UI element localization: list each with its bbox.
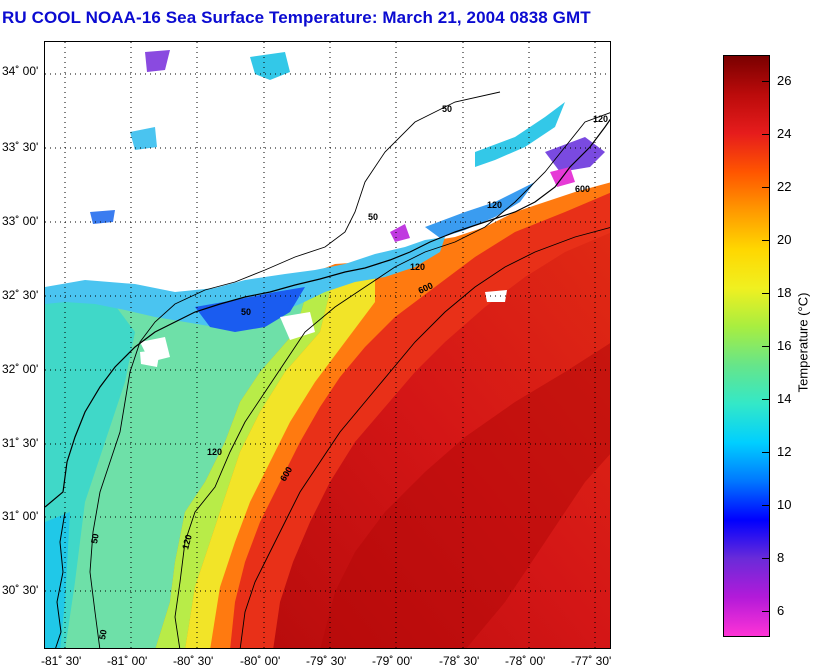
colorbar-tick-mark <box>762 293 770 295</box>
lon-label: -79˚ 30' <box>306 654 347 668</box>
colorbar-tick-label: 24 <box>777 126 792 142</box>
lat-label: 33˚ 30' <box>2 140 39 154</box>
cloud-contamination <box>45 50 605 367</box>
colorbar-tick-mark <box>762 346 770 347</box>
lon-label: -78˚ 30' <box>439 654 480 668</box>
coastline-south <box>55 511 66 648</box>
colorbar-tick-label: 22 <box>777 179 792 195</box>
colorbar-tick-mark <box>762 398 770 400</box>
colorbar-tick-mark <box>762 451 770 453</box>
contour-labels: 50 50 50 50 50 120 120 120 120 120 600 6… <box>89 104 608 640</box>
lon-label: -81˚ 30' <box>41 654 82 668</box>
contour-label: 50 <box>442 104 452 114</box>
colorbar-tick-label: 14 <box>777 390 792 406</box>
lon-label: -80˚ 30' <box>173 654 214 668</box>
lat-label: 30˚ 30' <box>2 583 39 597</box>
contour-label: 120 <box>410 262 425 272</box>
contour-label: 50 <box>89 533 101 545</box>
contour-label: 50 <box>97 629 109 641</box>
contour-label: 120 <box>207 447 222 457</box>
lon-label: -80˚ 00' <box>240 654 281 668</box>
lat-label: 31˚ 00' <box>2 509 39 523</box>
lat-label: 32˚ 00' <box>2 362 39 376</box>
colorbar-tick-label: 16 <box>777 338 792 353</box>
colorbar-tick-label: 8 <box>777 549 785 565</box>
contour-label: 600 <box>575 184 590 194</box>
colorbar-tick-mark <box>762 134 770 136</box>
contour-label: 120 <box>487 200 502 210</box>
gulf-stream-warmest <box>320 343 610 648</box>
colorbar-tick-label: 20 <box>777 232 792 248</box>
lat-label: 31˚ 30' <box>2 436 39 450</box>
sst-map: 50 50 50 50 50 120 120 120 120 120 600 6… <box>44 41 611 649</box>
mid-shelf-water <box>155 267 335 648</box>
colorbar-tick-mark <box>762 81 770 83</box>
coastline <box>45 118 610 508</box>
land-and-cloud-mask <box>45 42 610 294</box>
nearshore-coldest-water <box>45 512 70 648</box>
map-title: RU COOL NOAA-16 Sea Surface Temperature:… <box>2 8 591 27</box>
sst-map-canvas: 50 50 50 50 50 120 120 120 120 120 600 6… <box>45 42 610 648</box>
colorbar-tick-mark <box>762 557 770 559</box>
colorbar-tick-mark <box>762 187 770 189</box>
lon-label: -78˚ 00' <box>505 654 546 668</box>
nearshore-cool-water <box>45 290 135 648</box>
colorbar-tick-label: 6 <box>777 602 785 618</box>
contour-label: 50 <box>368 212 378 222</box>
colorbar-tick-mark <box>762 610 770 612</box>
isobath-contours <box>89 91 610 648</box>
lon-label: -79˚ 00' <box>372 654 413 668</box>
contour-label: 50 <box>241 307 251 317</box>
lon-label: -77˚ 30' <box>571 654 612 668</box>
outer-shelf-water <box>185 262 375 648</box>
lat-label: 32˚ 30' <box>2 288 39 302</box>
colorbar-tick-label: 18 <box>777 285 792 301</box>
contour-label: 120 <box>180 533 194 550</box>
colorbar-title: Temperature (°C) <box>795 292 811 393</box>
colorbar-tick-label: 10 <box>777 496 792 512</box>
colorbar-tick-label: 12 <box>777 443 792 459</box>
contour-label: 120 <box>593 114 608 124</box>
colorbar-tick-label: 26 <box>777 73 792 89</box>
lat-label: 33˚ 00' <box>2 214 39 228</box>
colorbar-tick-mark <box>762 504 770 506</box>
colorbar-tick-mark <box>762 240 770 242</box>
lat-label: 34˚ 00' <box>2 64 39 78</box>
lon-label: -81˚ 00' <box>107 654 148 668</box>
